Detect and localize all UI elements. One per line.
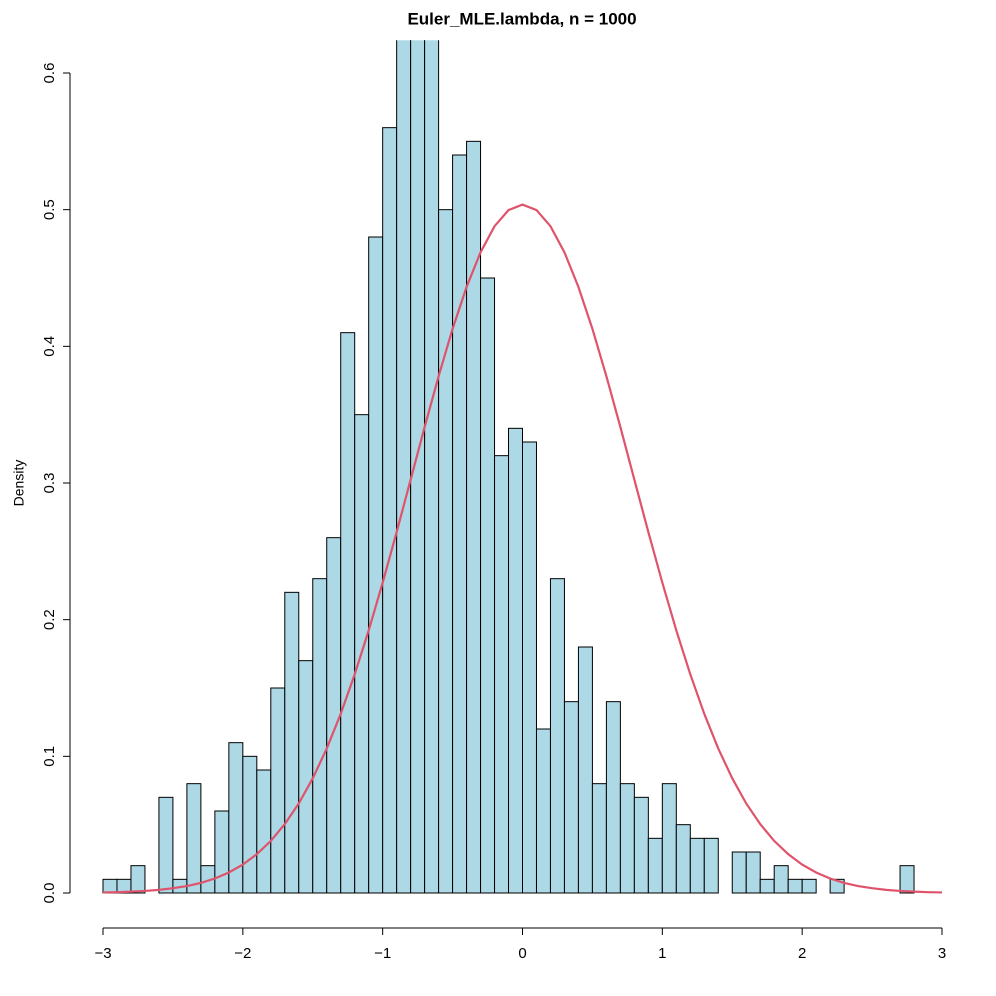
bar — [801, 878, 817, 894]
bar — [102, 878, 118, 894]
chart-title: Euler_MLE.lambda, n = 1000 — [407, 9, 636, 28]
bar — [591, 783, 607, 894]
x-tick-label: 3 — [938, 945, 946, 962]
bar — [410, 40, 426, 894]
bar — [633, 796, 649, 894]
y-tick-label: 0.3 — [41, 473, 58, 494]
bar — [508, 427, 523, 894]
bar — [186, 783, 202, 894]
bar — [270, 687, 286, 894]
bar — [396, 40, 412, 894]
x-tick-label: −3 — [94, 945, 111, 962]
bar — [466, 140, 482, 894]
x-tick-label: 2 — [798, 945, 806, 962]
density-curve — [102, 203, 943, 894]
y-tick-label: 0.0 — [41, 883, 58, 904]
x-tick-label: 1 — [658, 945, 666, 962]
y-tick-label: 0.2 — [41, 609, 58, 630]
bar — [787, 878, 803, 894]
bar — [899, 865, 915, 894]
bar — [452, 154, 468, 894]
bar — [647, 837, 663, 894]
bar — [731, 851, 747, 894]
bar — [284, 591, 300, 894]
y-tick-label: 0.1 — [41, 746, 58, 767]
bar — [130, 865, 146, 894]
bar — [298, 660, 314, 894]
bar — [494, 455, 510, 894]
bar — [605, 701, 621, 894]
bar — [759, 878, 775, 894]
bar — [577, 646, 593, 894]
bar — [745, 851, 761, 894]
bar — [703, 837, 719, 894]
y-tick-label: 0.6 — [41, 63, 58, 84]
bar — [382, 127, 398, 894]
bar — [549, 578, 565, 894]
bar — [619, 783, 635, 894]
bar — [675, 824, 691, 894]
bar — [480, 277, 496, 894]
bar — [242, 755, 258, 894]
bar — [326, 537, 342, 894]
x-tick-label: 0 — [518, 945, 526, 962]
bar — [158, 796, 174, 894]
bar — [773, 865, 789, 894]
bar — [522, 441, 537, 894]
bar — [438, 209, 454, 894]
bar — [312, 578, 328, 894]
y-tick-label: 0.4 — [41, 336, 58, 357]
bar — [424, 40, 440, 894]
x-tick-label: −1 — [374, 945, 391, 962]
y-axis-label: Density — [11, 460, 27, 507]
bar — [340, 332, 356, 894]
bar — [563, 701, 579, 894]
bar — [661, 783, 677, 894]
bar — [535, 728, 551, 894]
bar — [689, 837, 705, 894]
bar — [256, 769, 272, 894]
bar — [214, 810, 230, 894]
plot-area — [102, 40, 943, 894]
y-tick-label: 0.5 — [41, 199, 58, 220]
bar — [368, 236, 384, 894]
x-tick-label: −2 — [234, 945, 251, 962]
